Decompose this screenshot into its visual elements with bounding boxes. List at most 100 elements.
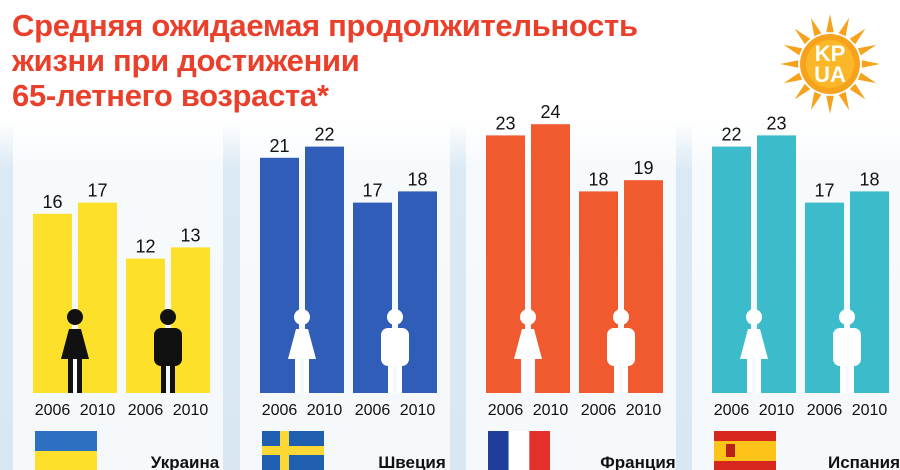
year-label: 2010 [626,402,662,419]
chart-title-line-1: Средняя ожидаемая продолжительность [12,8,638,43]
kp-ua-logo: KP UA [780,14,880,114]
male-leg [614,363,619,393]
bar-value-label: 17 [87,181,107,201]
male-leg [388,363,393,393]
female-body [288,329,316,359]
year-label: 2010 [533,402,569,419]
female-leg [530,359,535,393]
female-leg [747,359,752,393]
country-name-label: Франция [600,453,675,470]
flag-stripe [529,431,550,470]
logo-text-kp: KP [815,41,846,66]
year-label: 2010 [400,402,436,419]
female-head [67,309,83,325]
country-group-sweden: 21 2006 22 2010 17 2006 18 2010 Швеция [260,125,446,470]
sun-rays-icon [780,14,880,114]
sun-ray [857,44,877,56]
bar-value-label: 21 [269,136,289,156]
chart-title-line-3: 65-летнего возраста* [12,78,329,113]
female-leg [521,359,526,393]
bar-value-label: 18 [407,169,427,189]
country-group-ukraine: 16 2006 17 2010 12 2006 13 2010 Украина [33,181,220,470]
female-leg [295,359,300,393]
year-label: 2006 [714,402,750,419]
bar-male-2006 [126,258,165,393]
bar-value-label: 23 [495,113,515,133]
year-label: 2006 [262,402,298,419]
sun-ray [794,28,811,45]
sun-ray [849,83,866,100]
year-label: 2006 [581,402,617,419]
bar-value-label: 13 [180,225,200,245]
female-body [740,329,768,359]
sun-ray [826,14,834,33]
female-leg [304,359,309,393]
year-label: 2010 [852,402,888,419]
sun-ray [861,60,880,68]
sun-ray [783,44,803,56]
bar-value-label: 16 [42,192,62,212]
year-label: 2010 [759,402,795,419]
bar-value-label: 23 [766,113,786,133]
bar-value-label: 12 [135,237,155,257]
flag-stripe [488,431,509,470]
year-label: 2010 [307,402,343,419]
year-label: 2010 [80,402,116,419]
female-body [61,329,89,359]
sun-ray [826,95,834,114]
sun-ray [857,72,877,84]
male-head [613,309,629,325]
bar-value-label: 18 [859,169,879,189]
country-name-label: Украина [151,453,220,470]
flag-stripe [35,431,97,451]
sun-ray [783,72,803,84]
female-head [294,309,310,325]
year-label: 2006 [128,402,164,419]
sun-ray [849,28,866,45]
year-label: 2006 [35,402,71,419]
female-leg [68,359,73,393]
sun-ray [810,17,822,37]
chart-title: Средняя ожидаемая продолжительность жизн… [12,8,638,113]
bar-female-2010 [78,202,117,393]
male-leg [397,363,402,393]
flag-stripe [714,441,776,461]
bar-value-label: 22 [314,125,334,145]
logo-text-ua: UA [814,62,846,87]
female-body [514,329,542,359]
male-leg [623,363,628,393]
year-label: 2010 [173,402,209,419]
male-leg [849,363,854,393]
bar-value-label: 24 [540,102,560,122]
bar-value-label: 17 [814,181,834,201]
flag-stripe [35,451,97,470]
country-name-label: Швеция [378,453,446,470]
bar-male-2010 [171,247,210,393]
female-leg [77,359,82,393]
sun-ray [810,91,822,111]
year-label: 2006 [807,402,843,419]
male-body [607,328,635,366]
bar-value-label: 18 [588,169,608,189]
country-group-spain: 22 2006 23 2010 17 2006 18 2010 Испания [712,113,900,470]
sun-ray [838,91,850,111]
flag-emblem [726,444,735,457]
sun-ray [794,83,811,100]
female-head [746,309,762,325]
male-body [833,328,861,366]
sun-ray [780,60,799,68]
year-label: 2006 [488,402,524,419]
chart-title-line-2: жизни при достижении [12,43,360,78]
male-head [387,309,403,325]
year-label: 2006 [355,402,391,419]
male-head [839,309,855,325]
flag-stripe [508,431,530,470]
sun-glow [806,40,854,88]
female-head [520,309,536,325]
male-leg [161,363,166,393]
bar-value-label: 17 [362,181,382,201]
sun-ray [838,17,850,37]
bar-value-label: 19 [633,158,653,178]
female-leg [756,359,761,393]
